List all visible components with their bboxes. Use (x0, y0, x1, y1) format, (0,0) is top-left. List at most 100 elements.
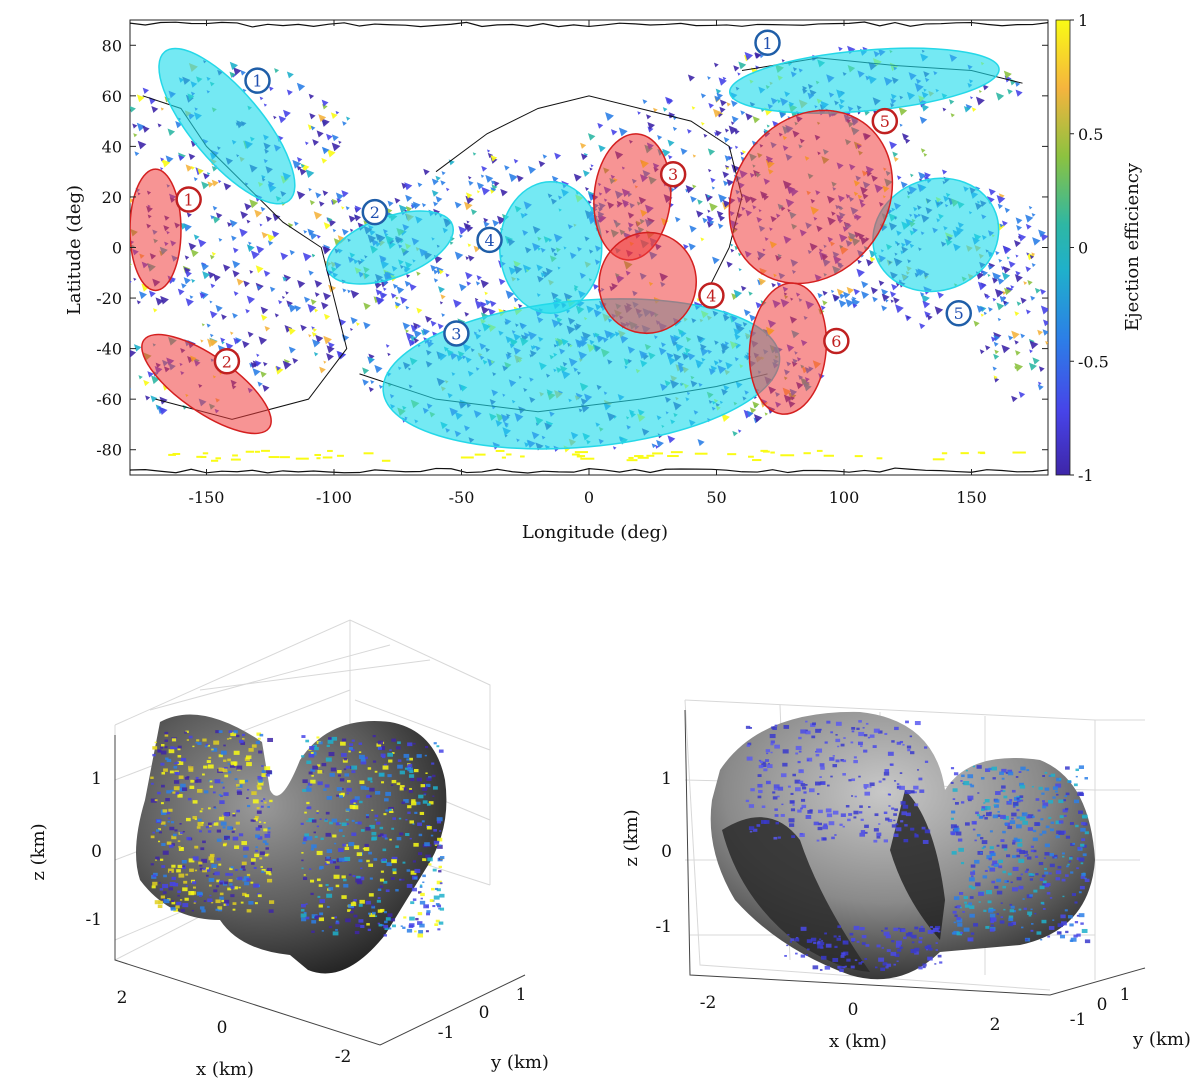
facet-mark (1003, 70, 1012, 79)
facet-mark (656, 439, 664, 448)
surface-facet (246, 878, 251, 882)
facet-mark (996, 195, 1006, 204)
facet-mark (1014, 366, 1018, 370)
facet-mark (326, 353, 334, 361)
facet-mark (709, 202, 718, 212)
surface-facet (795, 936, 799, 939)
surface-facet (341, 738, 347, 742)
x-tick-label: -150 (189, 488, 225, 507)
facet-mark (207, 271, 216, 279)
facet-mark (346, 116, 351, 121)
facet-mark (394, 197, 401, 204)
surface-facet (390, 918, 396, 922)
facet-mark (465, 195, 474, 205)
surface-facet (157, 791, 161, 795)
facet-mark (856, 268, 865, 278)
surface-facet (301, 917, 307, 922)
facet-mark (232, 454, 238, 457)
surface-facet (203, 900, 207, 902)
surface-facet (1065, 766, 1070, 770)
facet-mark (336, 454, 344, 457)
surface-facet (339, 822, 342, 825)
facet-mark (651, 443, 657, 449)
surface-facet (986, 855, 993, 860)
surface-facet (1012, 842, 1016, 845)
surface-facet (230, 761, 237, 766)
surface-facet (345, 765, 350, 769)
surface-facet (952, 910, 957, 914)
surface-facet (184, 776, 189, 780)
surface-facet (311, 920, 317, 924)
facet-mark (422, 328, 430, 336)
facet-mark (980, 313, 985, 317)
facet-mark (646, 454, 655, 457)
surface-facet (302, 789, 307, 792)
surface-facet (255, 846, 258, 849)
surface-facet (1006, 880, 1009, 883)
surface-facet (1039, 878, 1044, 881)
facet-mark (476, 275, 482, 281)
surface-facet (260, 800, 264, 802)
surface-facet (246, 909, 252, 913)
surface-facet (398, 817, 402, 820)
surface-facet (396, 746, 401, 750)
surface-facet (215, 908, 219, 911)
facet-mark (697, 199, 703, 205)
surface-facet (864, 958, 868, 960)
surface-facet (799, 833, 805, 837)
facet-mark (275, 365, 282, 371)
surface-facet (821, 782, 826, 785)
surface-facet (425, 930, 429, 933)
colorbar-tick-label: 1 (1078, 11, 1088, 30)
surface-facet (152, 881, 158, 886)
surface-facet (807, 810, 813, 814)
surface-facet (835, 721, 842, 726)
surface-facet (341, 788, 344, 790)
surface-facet (904, 824, 908, 827)
right-z-axis-label: z (km) (621, 809, 642, 866)
surface-facet (968, 885, 973, 888)
surface-facet (992, 860, 998, 865)
surface-facet (954, 825, 959, 829)
facet-mark (718, 77, 727, 86)
surface-facet (194, 818, 197, 820)
surface-facet (999, 771, 1004, 775)
surface-facet (869, 782, 875, 787)
surface-facet (248, 900, 254, 905)
surface-facet (374, 818, 378, 821)
surface-facet (899, 946, 903, 949)
surface-facet (990, 924, 994, 927)
facet-mark (323, 222, 332, 230)
right-comet-facets (745, 720, 1091, 973)
surface-facet (1056, 793, 1059, 796)
facet-mark (385, 344, 390, 348)
surface-facet (842, 759, 847, 763)
surface-facet (1012, 805, 1016, 808)
facet-mark (138, 375, 143, 380)
colorbar-tick-label: -0.5 (1078, 352, 1109, 371)
surface-facet (326, 744, 330, 748)
surface-facet (777, 786, 784, 791)
surface-facet (910, 935, 913, 937)
facet-mark (518, 303, 523, 309)
facet-mark (132, 123, 138, 129)
surface-facet (401, 801, 406, 805)
facet-mark (302, 252, 312, 262)
facet-mark (992, 366, 997, 371)
facet-mark (172, 452, 181, 455)
surface-facet (419, 923, 425, 928)
surface-facet (367, 767, 372, 770)
surface-facet (152, 831, 155, 834)
surface-facet (309, 879, 315, 883)
surface-facet (984, 817, 988, 820)
surface-facet (316, 736, 320, 739)
facet-mark (269, 286, 276, 293)
surface-facet (811, 735, 816, 739)
surface-facet (1041, 874, 1046, 878)
surface-facet (300, 903, 306, 908)
facet-mark (474, 300, 484, 310)
surface-facet (1076, 867, 1079, 870)
facet-mark (232, 260, 241, 269)
facet-mark (942, 107, 947, 112)
facet-mark (286, 300, 293, 307)
